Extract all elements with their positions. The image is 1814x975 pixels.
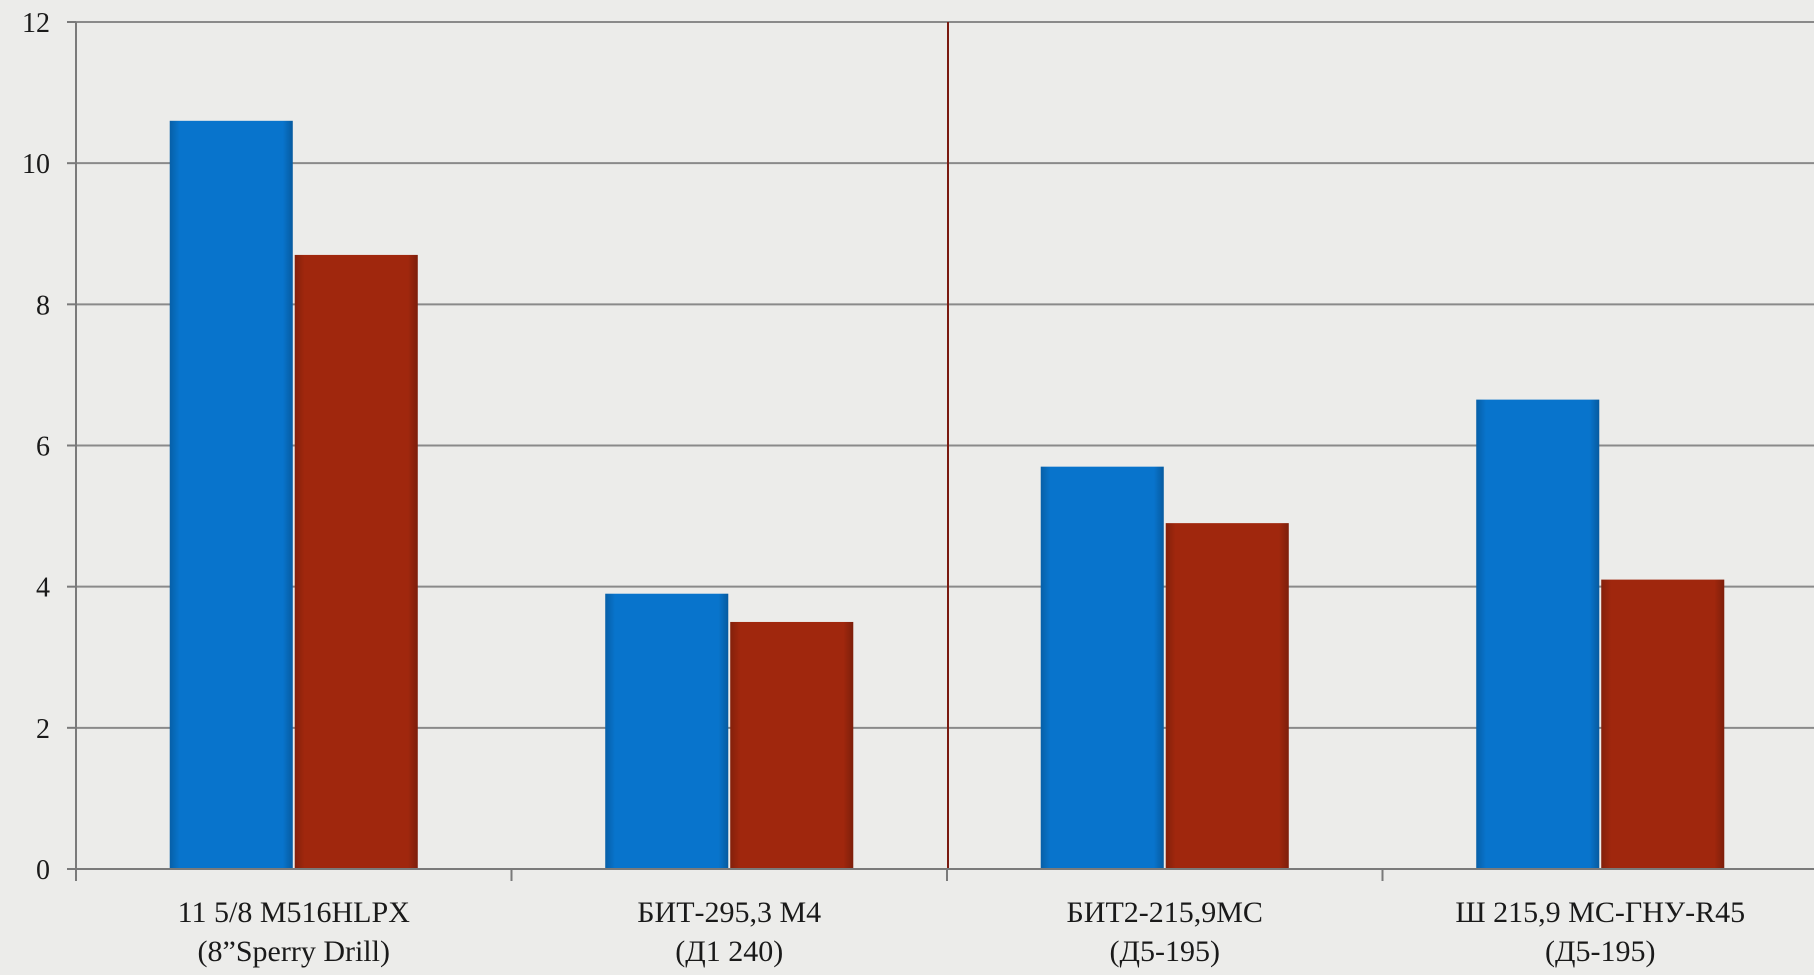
- x-tick-label: (Д5-195): [1110, 935, 1220, 968]
- bar-shading: [1476, 399, 1600, 869]
- bar-series-1: [605, 593, 729, 869]
- y-tick-label: 4: [36, 573, 50, 604]
- x-tick-label: (8”Sperry Drill): [198, 935, 390, 968]
- x-tick-label: БИТ-295,3 М4: [637, 896, 821, 929]
- bar-shading: [730, 621, 854, 869]
- bar-series-2: [294, 254, 418, 870]
- bar-shading: [1601, 579, 1725, 869]
- y-tick-labels: 0 2 4 6 8 10 12: [22, 8, 50, 886]
- x-tick-label: Ш 215,9 МС-ГНУ-R45: [1455, 896, 1745, 929]
- y-tick-label: 8: [36, 290, 50, 321]
- bar-series-2: [1165, 523, 1289, 869]
- bar-shading: [1165, 523, 1289, 869]
- bar-shading: [169, 120, 293, 870]
- bar-series-1: [1476, 399, 1600, 869]
- bar-shading: [294, 254, 418, 870]
- x-tick-label: (Д1 240): [675, 935, 783, 968]
- y-tick-label: 12: [22, 8, 50, 39]
- y-tick-label: 10: [22, 149, 50, 180]
- bar-series-2: [1601, 579, 1725, 869]
- y-tick-label: 0: [36, 855, 50, 886]
- x-tick-labels: 11 5/8 M516HLPX (8”Sperry Drill) БИТ-295,3…: [178, 896, 1745, 968]
- axes: [67, 21, 1814, 881]
- bar-series-1: [169, 120, 293, 870]
- x-tick-label: 11 5/8 M516HLPX: [178, 896, 411, 929]
- bar-shading: [605, 593, 729, 869]
- bar-series-2: [730, 621, 854, 869]
- y-tick-label: 6: [36, 432, 50, 463]
- bar-series-1: [1040, 466, 1164, 869]
- bar-shading: [1040, 466, 1164, 869]
- y-tick-label: 2: [36, 714, 50, 745]
- x-tick-label: БИТ2-215,9МС: [1067, 896, 1263, 929]
- bars: [169, 120, 1725, 870]
- x-tick-label: (Д5-195): [1545, 935, 1655, 968]
